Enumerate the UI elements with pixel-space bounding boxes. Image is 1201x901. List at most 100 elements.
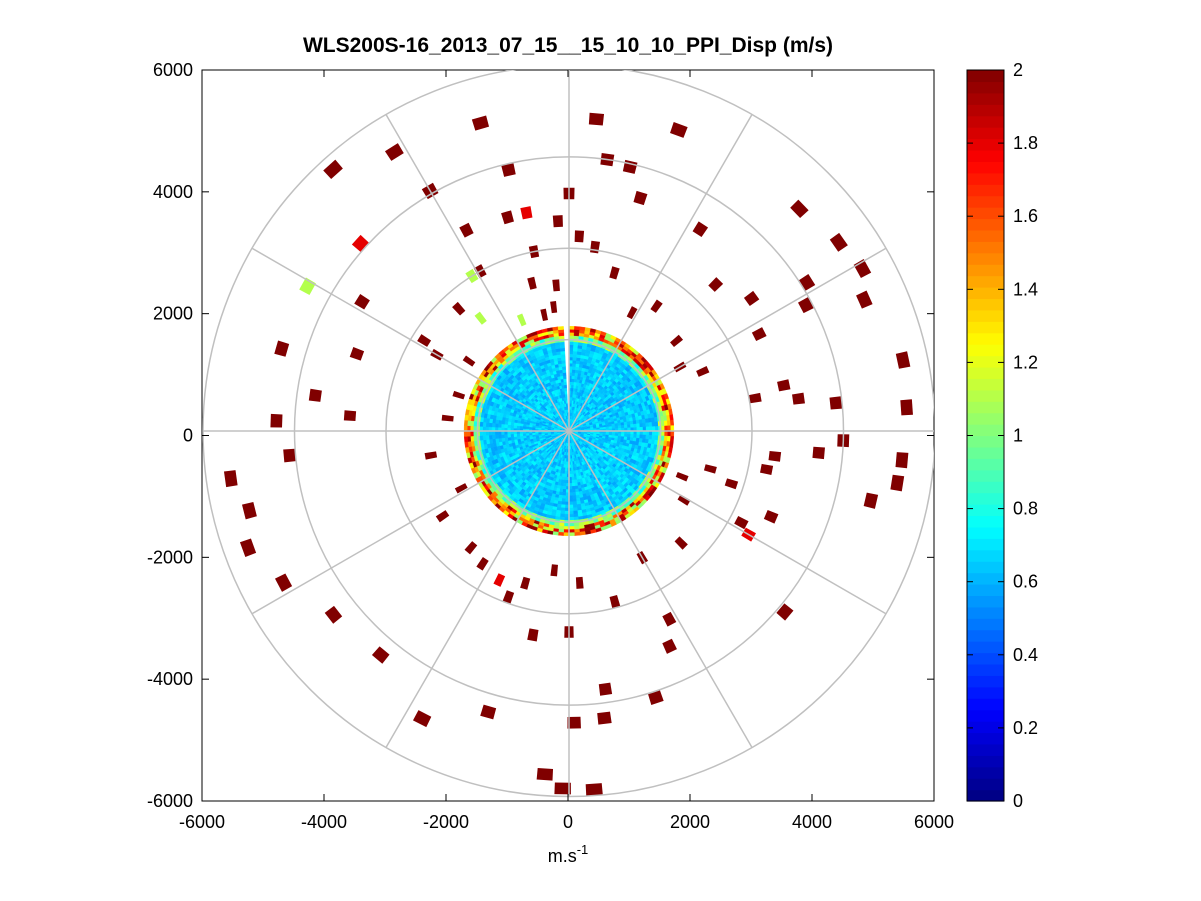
near-field-cell bbox=[561, 363, 566, 367]
near-field-cell bbox=[654, 421, 659, 427]
data-bin bbox=[308, 388, 322, 402]
near-field-cell bbox=[563, 384, 567, 389]
near-field-cell bbox=[630, 434, 634, 438]
colorbar-tick-label: 1.6 bbox=[1013, 206, 1038, 226]
colorbar-swatch bbox=[967, 92, 1004, 105]
near-field-cell bbox=[568, 532, 575, 536]
near-field-cell bbox=[608, 426, 613, 430]
colorbar-swatch bbox=[967, 778, 1004, 791]
near-field-cell bbox=[557, 531, 564, 536]
near-field-cell bbox=[642, 422, 647, 428]
near-field-cell bbox=[670, 425, 675, 432]
colorbar-swatch bbox=[967, 321, 1004, 334]
near-field-cell bbox=[639, 423, 644, 428]
data-bin bbox=[829, 396, 843, 410]
near-field-cell bbox=[568, 326, 575, 330]
colorbar-swatch bbox=[967, 458, 1004, 471]
data-bin bbox=[343, 410, 357, 421]
near-field-cell bbox=[664, 425, 668, 432]
near-field-cell bbox=[561, 501, 566, 506]
near-field-cell bbox=[494, 434, 499, 439]
x-axis-label-text: m.s bbox=[548, 846, 577, 866]
near-field-cell bbox=[572, 492, 576, 496]
near-field-cell bbox=[562, 375, 567, 380]
colorbar-tick-label: 2 bbox=[1013, 60, 1023, 80]
near-field-cell bbox=[651, 421, 656, 427]
near-field-cell bbox=[513, 433, 518, 438]
near-field-cell bbox=[464, 441, 469, 448]
near-field-cell bbox=[500, 434, 505, 439]
near-field-cell bbox=[494, 423, 499, 428]
colorbar-swatch bbox=[967, 309, 1004, 322]
data-bin bbox=[900, 399, 913, 416]
colorbar-swatch bbox=[967, 686, 1004, 699]
near-field-cell bbox=[617, 425, 622, 429]
near-field-cell bbox=[560, 347, 566, 352]
near-field-cell bbox=[574, 326, 581, 331]
near-field-cell bbox=[563, 532, 570, 536]
colorbar-swatch bbox=[967, 275, 1004, 288]
near-field-cell bbox=[633, 434, 638, 439]
colorbar-swatch bbox=[967, 127, 1004, 140]
colorbar-swatch bbox=[967, 104, 1004, 117]
near-field-cell bbox=[573, 513, 579, 518]
near-field-cell bbox=[636, 434, 641, 439]
colorbar-swatch bbox=[967, 743, 1004, 756]
near-field-cell bbox=[464, 436, 468, 443]
colorbar-swatch bbox=[967, 492, 1004, 505]
colorbar-swatch bbox=[967, 572, 1004, 585]
near-field-cell bbox=[654, 435, 659, 441]
near-field-cell bbox=[568, 335, 575, 339]
near-field-cell bbox=[562, 369, 567, 373]
near-field-cell bbox=[568, 332, 575, 336]
near-field-cell bbox=[563, 526, 570, 530]
near-field-cell bbox=[510, 433, 514, 438]
near-field-cell bbox=[557, 326, 564, 331]
near-field-cell bbox=[560, 510, 566, 515]
near-field-cell bbox=[482, 421, 487, 427]
near-field-cell bbox=[563, 529, 570, 533]
colorbar-tick-label: 0.8 bbox=[1013, 499, 1038, 519]
data-bin bbox=[812, 446, 825, 460]
data-bin bbox=[597, 711, 612, 725]
x-tick-label: 4000 bbox=[792, 812, 832, 832]
colorbar-swatch bbox=[967, 766, 1004, 779]
near-field-cell bbox=[485, 422, 490, 428]
colorbar-swatch bbox=[967, 629, 1004, 642]
near-field-cell bbox=[552, 531, 559, 536]
near-field-cell bbox=[479, 435, 484, 441]
data-bin bbox=[536, 767, 554, 781]
colorbar-swatch bbox=[967, 184, 1004, 197]
colorbar-swatch bbox=[967, 355, 1004, 368]
near-field-cell bbox=[565, 400, 568, 404]
colorbar-swatch bbox=[967, 755, 1004, 768]
near-field-cell bbox=[560, 504, 566, 509]
x-tick-label: -2000 bbox=[423, 812, 469, 832]
near-field-cell bbox=[564, 387, 568, 392]
near-field-cell bbox=[670, 430, 675, 437]
near-field-cell bbox=[620, 424, 625, 429]
near-field-cell bbox=[572, 360, 577, 364]
colorbar-swatch bbox=[967, 663, 1004, 676]
near-field-cell bbox=[565, 403, 568, 407]
near-field-cell bbox=[510, 424, 514, 429]
colorbar-swatch bbox=[967, 161, 1004, 174]
colorbar-swatch bbox=[967, 675, 1004, 688]
near-field-cell bbox=[563, 523, 570, 527]
near-field-cell bbox=[573, 341, 579, 346]
near-field-cell bbox=[579, 326, 586, 331]
near-field-cell bbox=[573, 516, 579, 521]
colorbar-swatch bbox=[967, 172, 1004, 185]
near-field-cell bbox=[464, 419, 468, 426]
near-field-cell bbox=[563, 381, 567, 386]
near-field-cell bbox=[624, 424, 628, 429]
colorbar-swatch bbox=[967, 481, 1004, 494]
near-field-cell bbox=[564, 393, 568, 398]
near-field-cell bbox=[466, 425, 471, 432]
near-field-cell bbox=[568, 329, 575, 333]
near-field-cell bbox=[645, 434, 650, 440]
near-field-cell bbox=[488, 434, 493, 440]
near-field-cell bbox=[648, 434, 653, 440]
near-field-cell bbox=[560, 350, 566, 355]
chart-title: WLS200S-16_2013_07_15__15_10_10_PPI_Disp… bbox=[303, 34, 833, 57]
